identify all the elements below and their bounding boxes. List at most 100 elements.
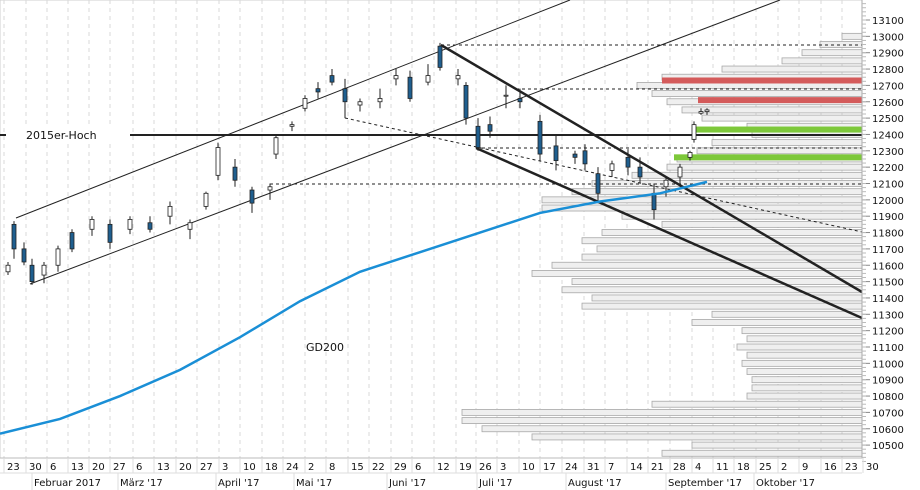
date-axis: 23 30 6 13 20 27 6 13 20 27 3 10 18 24 2 8 15 22 29 6 12 19 26…: [0, 457, 879, 490]
candle-bull: [704, 109, 710, 112]
day-label: 3: [222, 462, 228, 473]
price-tick-label: 11200: [872, 327, 904, 338]
price-axis-bg: [862, 0, 920, 458]
dashed-trend: [344, 117, 863, 233]
profile-bar: [746, 392, 863, 400]
profile-bar: [736, 343, 863, 351]
profile-bar: [561, 286, 863, 294]
month-label: März '17: [120, 478, 163, 489]
profile-bar: [601, 229, 863, 236]
lower-channel-line: [29, 0, 781, 285]
day-label: 19: [459, 462, 472, 473]
profile-bar: [711, 310, 863, 318]
day-label: 12: [437, 462, 450, 473]
day-label: 30: [29, 462, 42, 473]
profile-bar: [666, 163, 863, 171]
day-label: 2: [781, 462, 787, 473]
candle-bear: [107, 223, 113, 243]
price-tick-label: 11400: [872, 294, 904, 305]
candle-bull: [691, 124, 697, 140]
candle-bear: [572, 153, 578, 158]
day-label: 10: [522, 462, 535, 473]
day-label: 25: [759, 462, 772, 473]
price-tick-label: 10500: [872, 441, 904, 452]
profile-bar: [691, 441, 863, 449]
day-label: 26: [479, 462, 492, 473]
day-label: 27: [113, 462, 126, 473]
profile-bar: [461, 408, 863, 416]
day-label: 23: [845, 462, 858, 473]
price-tick-label: 12200: [872, 163, 904, 174]
candle-bear: [29, 264, 35, 283]
day-label: 22: [372, 462, 385, 473]
price-tick-label: 12000: [872, 196, 904, 207]
profile-bar: [481, 425, 863, 433]
candle-bear: [463, 85, 469, 119]
candle-bear: [651, 192, 657, 211]
price-tick-label: 13100: [872, 16, 904, 27]
day-label: 24: [286, 462, 299, 473]
candle-bull: [357, 101, 363, 106]
downtrend-upper: [440, 43, 863, 294]
month-label: Mai '17: [296, 478, 332, 489]
candle-bear: [329, 75, 335, 83]
candle-bull: [55, 248, 61, 266]
profile-bar: [661, 449, 863, 457]
candle-bull: [377, 98, 383, 103]
candle-bull: [273, 137, 279, 155]
day-label: 29: [394, 462, 407, 473]
day-label: 15: [351, 462, 364, 473]
candle-bear: [582, 150, 588, 165]
month-label: Februar 2017: [34, 478, 101, 489]
day-label: 30: [866, 462, 879, 473]
day-label: 24: [565, 462, 578, 473]
price-tick-label: 10600: [872, 425, 904, 436]
profile-bar: [751, 384, 863, 392]
candle-bull: [187, 222, 193, 230]
price-tick-label: 12900: [872, 49, 904, 60]
price-axis: 13100 13000 12900 12800 12700 12600 12500 12400…: [861, 0, 920, 462]
month-label: April '17: [218, 478, 260, 489]
day-label: 16: [824, 462, 837, 473]
resistance-zone: [698, 97, 862, 104]
month-label: Juni '17: [388, 478, 426, 489]
candle-bull: [203, 192, 209, 207]
profile-bar: [751, 376, 863, 384]
profile-bar: [721, 65, 863, 73]
profile-bar: [696, 147, 863, 155]
price-tick-label: 11700: [872, 245, 904, 256]
date-axis-bg: [0, 458, 862, 490]
month-label: Oktober '17: [756, 478, 815, 489]
profile-bar: [781, 57, 863, 65]
candle-bear: [595, 173, 601, 194]
day-label: 18: [737, 462, 750, 473]
candle-bear: [11, 223, 17, 250]
day-label: 20: [179, 462, 192, 473]
price-tick-label: 12800: [872, 65, 904, 76]
profile-bar: [531, 270, 863, 277]
profile-bar: [746, 368, 863, 375]
profile-bar: [746, 335, 863, 343]
price-tick-label: 13000: [872, 32, 904, 43]
candle-bull: [167, 205, 173, 217]
candles: [5, 42, 710, 285]
candle-bull: [663, 179, 669, 188]
candle-bull: [215, 147, 221, 176]
day-label: 21: [651, 462, 664, 473]
day-label: 31: [587, 462, 600, 473]
candle-bear: [315, 88, 321, 93]
profile-bar: [691, 319, 863, 326]
price-tick-label: 11000: [872, 359, 904, 370]
day-label: 6: [136, 462, 142, 473]
day-label: 6: [415, 462, 421, 473]
candle-bull: [289, 124, 295, 127]
candle-bear: [407, 76, 413, 99]
price-tick-label: 11900: [872, 212, 904, 223]
candle-bear: [517, 98, 523, 103]
price-tick-label: 10800: [872, 392, 904, 403]
day-label: 17: [543, 462, 556, 473]
candle-bull: [677, 166, 683, 178]
day-label: 28: [673, 462, 686, 473]
candle-bull: [393, 75, 399, 80]
candle-bear: [487, 124, 493, 132]
